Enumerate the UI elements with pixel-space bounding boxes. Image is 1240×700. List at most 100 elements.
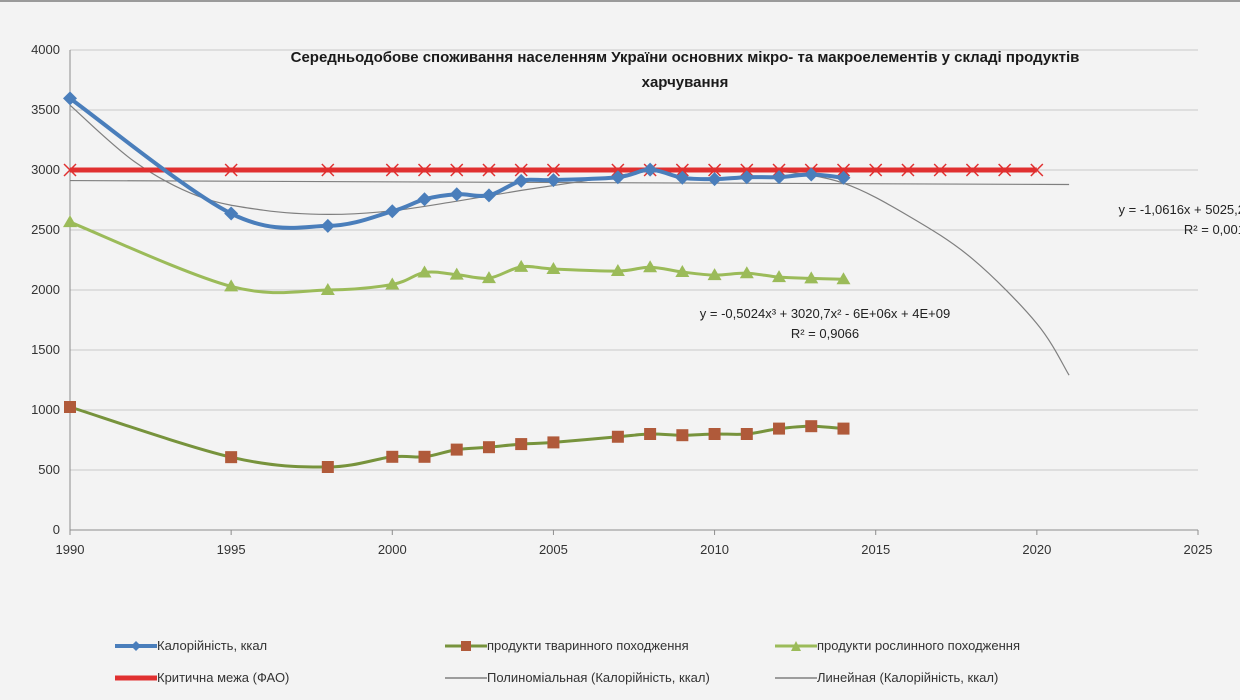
plant-products-marker xyxy=(63,215,77,228)
legend-label-critical: Критична межа (ФАО) xyxy=(157,670,290,685)
animal-products-marker xyxy=(644,428,657,440)
legend-item-calories[interactable]: Калорійність, ккал xyxy=(115,638,267,653)
critical-limit-marker xyxy=(675,163,689,177)
legend-swatch-poly-trend xyxy=(445,676,487,679)
x-tick-label: 2025 xyxy=(1184,542,1213,557)
legend-swatch-animal xyxy=(445,640,487,651)
animal-products-marker xyxy=(740,428,753,440)
x-tick-label: 2015 xyxy=(861,542,890,557)
plant-products-marker xyxy=(514,259,529,272)
animal-products-marker xyxy=(676,429,689,442)
chart-title-line2: харчування xyxy=(641,74,729,91)
critical-limit-marker xyxy=(611,163,625,177)
calories-marker xyxy=(739,170,754,185)
x-tick-label: 1990 xyxy=(56,542,85,557)
x-tick-label: 2020 xyxy=(1022,542,1051,557)
linear-trendline xyxy=(69,179,1070,186)
plant-products-marker xyxy=(739,266,754,279)
poly-trend-equation: y = -0,5024x³ + 3020,7x² - 6E+06x + 4E+0… xyxy=(650,304,1000,344)
legend-label-linear-trend: Линейная (Калорійність, ккал) xyxy=(817,670,999,685)
critical-limit-marker xyxy=(901,163,915,177)
critical-limit-marker xyxy=(417,163,432,177)
x-tick-label: 1995 xyxy=(217,542,246,557)
y-tick-label: 0 xyxy=(53,522,60,537)
critical-limit-marker xyxy=(450,163,464,177)
critical-limit-marker xyxy=(740,163,754,177)
y-tick-label: 3500 xyxy=(31,102,60,117)
gridlines xyxy=(70,49,1198,471)
critical-limit-marker xyxy=(933,163,947,177)
legend-label-poly-trend: Полиноміальная (Калорійність, ккал) xyxy=(487,670,710,685)
y-tick-label: 4000 xyxy=(31,42,60,57)
axes: 0 500 1000 1500 2000 2500 3000 3500 4000 1990 1995… xyxy=(31,42,1212,557)
plant-products-line xyxy=(69,220,844,295)
animal-products-marker xyxy=(418,450,431,463)
plant-products-marker xyxy=(610,264,625,277)
critical-limit-marker xyxy=(965,163,979,177)
plant-products-marker xyxy=(675,265,690,277)
y-tick-label: 1000 xyxy=(31,402,60,417)
legend-swatch-calories xyxy=(115,640,157,651)
calories-marker xyxy=(675,170,690,185)
plant-products-marker xyxy=(481,271,496,284)
calories-line xyxy=(68,96,844,230)
calories-marker xyxy=(707,172,722,187)
critical-limit-marker xyxy=(63,163,77,177)
calories-marker xyxy=(804,167,819,182)
x-tick-label: 2005 xyxy=(539,542,568,557)
poly-equation-text: y = -0,5024x³ + 3020,7x² - 6E+06x + 4E+0… xyxy=(699,306,951,321)
calories-marker xyxy=(514,173,529,188)
calories-marker xyxy=(481,188,496,203)
legend-label-animal: продукти тваринного походження xyxy=(487,638,689,653)
legend-item-plant[interactable]: продукти рослинного походження xyxy=(775,638,1020,653)
critical-limit-marker xyxy=(385,163,399,177)
critical-limit-marker xyxy=(869,163,883,177)
animal-products-line xyxy=(69,405,844,469)
critical-limit-marker xyxy=(514,163,528,177)
animal-products-marker xyxy=(611,430,624,443)
animal-products-marker xyxy=(773,422,786,435)
y-tick-label: 2000 xyxy=(31,282,60,297)
calories-marker xyxy=(546,173,561,188)
animal-products-marker xyxy=(805,420,818,433)
plant-products-marker xyxy=(707,268,722,281)
critical-limit-marker xyxy=(998,163,1012,177)
x-tick-label: 2000 xyxy=(378,542,407,557)
animal-products-marker xyxy=(547,436,560,449)
calories-marker xyxy=(836,170,851,185)
chart-title: Середньодобове споживання населенням Укр… xyxy=(185,45,1185,95)
plant-products-marker xyxy=(772,270,787,283)
chart-legend: Калорійність, ккал продукти тваринного п… xyxy=(115,638,1235,698)
legend-item-linear-trend[interactable]: Линейная (Калорійність, ккал) xyxy=(775,670,998,685)
critical-limit-marker xyxy=(321,163,335,177)
calories-marker xyxy=(643,162,658,177)
calories-marker xyxy=(449,187,464,202)
animal-products-marker xyxy=(515,438,528,451)
linear-equation-text: y = -1,0616x + 5025,2 xyxy=(1118,202,1240,217)
calories-marker xyxy=(385,204,400,219)
legend-item-animal[interactable]: продукти тваринного походження xyxy=(445,638,689,653)
legend-swatch-linear-trend xyxy=(775,676,817,679)
legend-label-calories: Калорійність, ккал xyxy=(157,638,268,653)
animal-products-marker xyxy=(321,461,334,473)
animal-products-marker xyxy=(708,428,721,440)
critical-limit-marker xyxy=(1030,163,1044,177)
y-tick-label: 2500 xyxy=(31,222,60,237)
y-tick-label: 1500 xyxy=(31,342,60,357)
x-tick-label: 2010 xyxy=(700,542,729,557)
legend-item-critical[interactable]: Критична межа (ФАО) xyxy=(115,670,289,685)
chart-title-line1: Середньодобове споживання населенням Укр… xyxy=(290,49,1080,66)
plant-products-marker xyxy=(836,272,851,285)
plant-products-marker xyxy=(449,267,464,280)
calories-marker xyxy=(224,206,239,221)
critical-limit-marker xyxy=(482,163,496,177)
legend-label-plant: продукти рослинного походження xyxy=(817,638,1020,653)
critical-limit-marker xyxy=(708,163,722,177)
plant-products-marker xyxy=(643,260,658,273)
animal-products-marker xyxy=(837,422,850,435)
legend-item-poly-trend[interactable]: Полиноміальная (Калорійність, ккал) xyxy=(445,670,710,685)
plant-products-marker xyxy=(804,271,819,284)
plant-products-marker xyxy=(385,277,400,290)
animal-products-marker xyxy=(64,401,76,413)
